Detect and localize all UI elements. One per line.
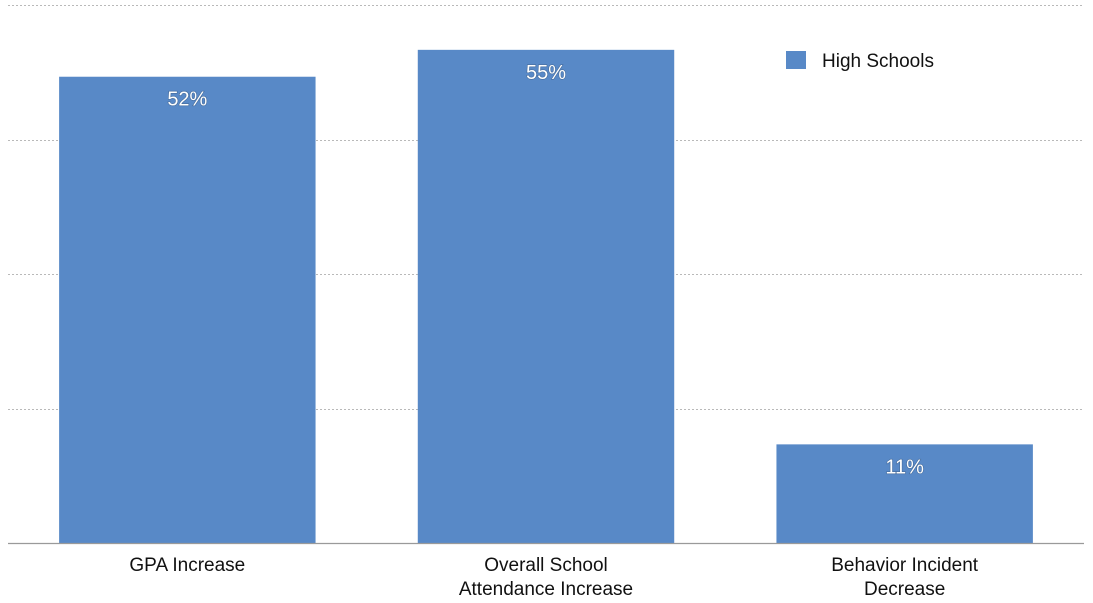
- data-label-1: 52%: [167, 89, 207, 111]
- category-label-line: Overall School: [484, 555, 608, 576]
- bars: [59, 49, 1033, 543]
- data-label-3: 11%: [885, 456, 924, 478]
- legend-swatch-high-schools: [786, 51, 806, 69]
- data-labels: 52% 55% 11%: [167, 61, 925, 479]
- category-label-line: GPA Increase: [129, 555, 245, 576]
- category-label-1: GPA Increase: [129, 555, 245, 576]
- bar-1: [59, 76, 316, 543]
- data-label-2: 55%: [526, 62, 566, 84]
- category-label-3: Behavior Incident Decrease: [831, 555, 979, 600]
- bar-3: [776, 444, 1033, 543]
- category-labels: GPA Increase Overall School Attendance Inc…: [129, 555, 978, 600]
- category-label-line: Behavior Incident: [831, 555, 979, 576]
- legend: High Schools: [786, 51, 934, 72]
- category-label-2: Overall School Attendance Increase: [459, 555, 633, 600]
- category-label-line: Decrease: [864, 579, 945, 600]
- bar-2: [417, 49, 675, 543]
- legend-label-high-schools: High Schools: [822, 51, 934, 72]
- category-label-line: Attendance Increase: [459, 579, 633, 600]
